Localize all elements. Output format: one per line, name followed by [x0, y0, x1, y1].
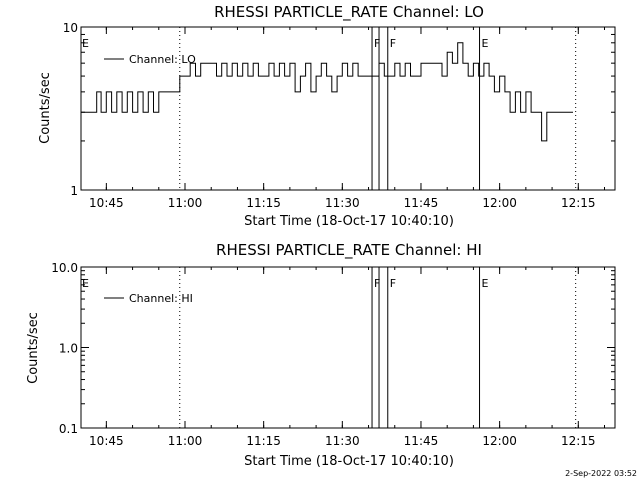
hi-channel-panel: RHESSI PARTICLE_RATE Channel: HI Start T…: [26, 241, 616, 469]
marker-label: F: [390, 37, 396, 50]
chart-title: RHESSI PARTICLE_RATE Channel: HI: [216, 241, 482, 260]
generation-timestamp: 2-Sep-2022 03:52: [565, 469, 637, 478]
marker-label: E: [82, 277, 89, 290]
plot-frame: [80, 26, 616, 191]
x-tick-label: 12:00: [482, 434, 517, 448]
y-tick-label: 0.1: [59, 422, 78, 436]
x-tick-label: 11:15: [246, 196, 281, 210]
x-tick-label: 12:00: [482, 196, 517, 210]
y-tick-label: 10.0: [51, 261, 78, 275]
y-tick-label: 1.0: [59, 342, 78, 356]
marker-label: F: [390, 277, 396, 290]
x-tick-label: 11:00: [168, 434, 203, 448]
x-axis-label: Start Time (18-Oct-17 10:40:10): [244, 454, 454, 469]
marker-label: F: [374, 37, 380, 50]
x-tick-label: 12:15: [561, 434, 596, 448]
x-tick-label: 11:45: [404, 196, 439, 210]
chart-title: RHESSI PARTICLE_RATE Channel: LO: [214, 3, 484, 22]
x-tick-label: 12:15: [561, 196, 596, 210]
x-tick-label: 10:45: [89, 434, 124, 448]
x-tick-label: 11:00: [168, 196, 203, 210]
x-axis-label: Start Time (18-Oct-17 10:40:10): [244, 214, 454, 229]
x-tick-label: 11:45: [404, 434, 439, 448]
x-tick-label: 10:45: [89, 196, 124, 210]
x-tick-label: 11:30: [325, 434, 360, 448]
x-tick-label: 11:30: [325, 196, 360, 210]
marker-label: E: [482, 37, 489, 50]
data-series-line: [81, 42, 573, 142]
y-tick-label: 1: [70, 184, 78, 198]
legend-label: Channel: LO: [129, 53, 196, 66]
y-axis-label: Counts/sec: [26, 312, 41, 384]
lo-channel-panel: RHESSI PARTICLE_RATE Channel: LO Start T…: [38, 3, 616, 229]
marker-label: F: [374, 277, 380, 290]
marker-label: E: [482, 277, 489, 290]
y-axis-label: Counts/sec: [38, 72, 53, 144]
y-tick-label: 10: [63, 21, 78, 35]
x-tick-label: 11:15: [246, 434, 281, 448]
marker-label: E: [82, 37, 89, 50]
legend-label: Channel: HI: [129, 292, 193, 305]
